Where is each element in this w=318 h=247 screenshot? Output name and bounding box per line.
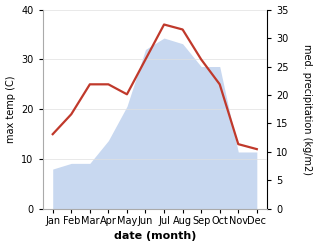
Y-axis label: max temp (C): max temp (C): [5, 76, 16, 143]
Y-axis label: med. precipitation (kg/m2): med. precipitation (kg/m2): [302, 44, 313, 175]
X-axis label: date (month): date (month): [114, 231, 196, 242]
